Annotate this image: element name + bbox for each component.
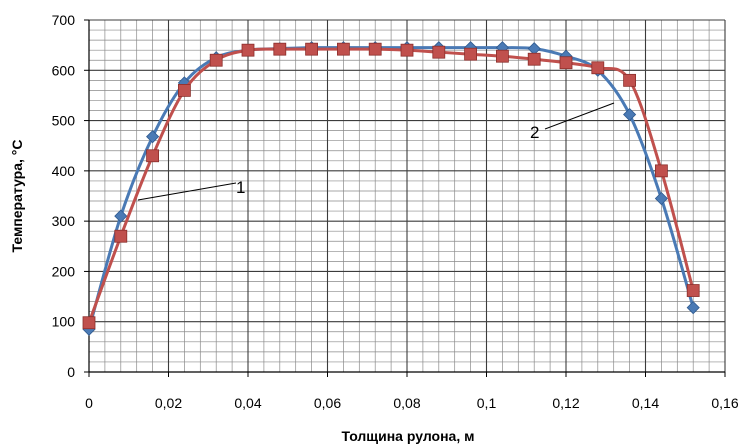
y-axis-title: Температура, °С (9, 139, 25, 252)
series-1-point (146, 130, 160, 144)
annotations-layer: 1 2 (137, 102, 615, 201)
x-tick-label: 0,12 (552, 395, 579, 411)
series-1-point (686, 301, 700, 315)
x-tick-label: 0,02 (155, 395, 182, 411)
major-grid (89, 19, 726, 372)
annotation-leader-2 (544, 102, 615, 130)
x-tick-label: 0,08 (393, 395, 420, 411)
series-1-point (114, 209, 128, 223)
series-2-point (177, 84, 191, 97)
x-axis-title: Толщина рулона, м (342, 428, 475, 444)
series-2-point (400, 43, 414, 57)
series-2-point (368, 42, 382, 56)
series-1-point (654, 191, 668, 206)
series-2-point (495, 49, 509, 63)
y-tick-label: 600 (52, 62, 76, 78)
series-1-point (623, 107, 637, 122)
y-tick-label: 300 (52, 213, 76, 229)
y-tick-label: 500 (52, 113, 76, 129)
series-2-point (114, 229, 128, 243)
y-tick-label: 100 (52, 314, 76, 330)
series-2-point (273, 42, 287, 56)
series-2-point (559, 56, 573, 70)
y-tick-label: 0 (67, 364, 75, 380)
series-2-point (305, 42, 319, 56)
series-2-point (82, 316, 96, 330)
annotation-leader-1 (137, 182, 237, 201)
series-2-point (623, 73, 636, 87)
y-tick-label: 200 (52, 263, 76, 279)
x-tick-label: 0,16 (711, 395, 738, 411)
x-tick-label: 0 (85, 395, 93, 411)
y-tick-label: 700 (52, 12, 76, 28)
series-2-point (336, 42, 350, 56)
annotation-label-1: 1 (236, 178, 245, 197)
series-2 (82, 42, 700, 330)
series-2-point (464, 47, 478, 61)
series-2-point (686, 284, 700, 297)
series-2-point (146, 149, 160, 163)
x-tick-label: 0,06 (314, 395, 341, 411)
x-tick-labels: 0 0,02 0,04 0,06 0,08 0,1 0,12 0,14 0,16 (85, 395, 739, 411)
axes (84, 19, 726, 377)
annotation-label-2: 2 (530, 123, 539, 142)
series-2-point (655, 164, 668, 178)
x-tick-label: 0,1 (477, 395, 497, 411)
x-tick-label: 0,04 (234, 395, 261, 411)
series-layer (82, 41, 700, 336)
series-2-point (209, 53, 223, 67)
series-2-point (591, 61, 605, 75)
x-tick-label: 0,14 (632, 395, 659, 411)
y-tick-labels: 0 100 200 300 400 500 600 700 (52, 12, 76, 380)
series-2-point (527, 52, 541, 66)
y-tick-label: 400 (52, 163, 76, 179)
series-2-point (432, 45, 446, 59)
series-2-point (241, 43, 255, 57)
